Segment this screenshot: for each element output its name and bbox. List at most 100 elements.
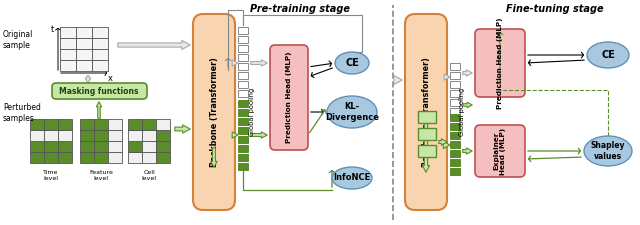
Bar: [238, 72, 248, 79]
Bar: [238, 127, 248, 134]
Text: Masking functions: Masking functions: [60, 86, 139, 95]
Bar: [450, 72, 460, 79]
Bar: [450, 63, 460, 70]
Text: Prediction Head (MLP): Prediction Head (MLP): [497, 17, 503, 109]
FancyBboxPatch shape: [193, 14, 235, 210]
Bar: [142, 119, 156, 130]
FancyBboxPatch shape: [475, 125, 525, 177]
Text: x: x: [108, 74, 113, 83]
Bar: [30, 119, 44, 130]
Bar: [108, 152, 122, 163]
Bar: [450, 99, 460, 106]
Bar: [238, 118, 248, 125]
Bar: [238, 109, 248, 116]
Bar: [238, 63, 248, 70]
Text: Original
sample: Original sample: [3, 30, 33, 50]
Text: Time
level: Time level: [44, 170, 59, 181]
Bar: [156, 141, 170, 152]
Text: Pre-training stage: Pre-training stage: [250, 4, 350, 14]
Bar: [156, 130, 170, 141]
Bar: [76, 60, 92, 71]
Text: CE: CE: [601, 50, 615, 60]
Bar: [108, 141, 122, 152]
Bar: [128, 119, 142, 130]
Bar: [156, 119, 170, 130]
Text: Global pooling: Global pooling: [459, 88, 465, 136]
Bar: [80, 152, 94, 163]
FancyBboxPatch shape: [52, 83, 147, 99]
Bar: [44, 152, 58, 163]
Text: Shapley
values: Shapley values: [591, 141, 625, 161]
Bar: [238, 163, 248, 170]
FancyBboxPatch shape: [270, 45, 308, 150]
Ellipse shape: [327, 96, 377, 128]
Bar: [450, 90, 460, 97]
Bar: [94, 119, 108, 130]
Bar: [238, 36, 248, 43]
Text: CE: CE: [345, 58, 359, 68]
Text: Global pooling: Global pooling: [249, 88, 255, 136]
Text: Prediction Head (MLP): Prediction Head (MLP): [286, 52, 292, 143]
Bar: [76, 27, 92, 38]
Text: t: t: [51, 25, 54, 34]
Ellipse shape: [587, 42, 629, 68]
Text: Feature
level: Feature level: [89, 170, 113, 181]
Bar: [450, 168, 460, 175]
Text: Cell
level: Cell level: [141, 170, 157, 181]
Bar: [238, 81, 248, 88]
Bar: [76, 49, 92, 60]
Bar: [30, 152, 44, 163]
Bar: [58, 119, 72, 130]
Bar: [108, 119, 122, 130]
Bar: [80, 119, 94, 130]
Bar: [92, 49, 108, 60]
Bar: [142, 141, 156, 152]
Text: Fine-tuning stage: Fine-tuning stage: [506, 4, 604, 14]
Bar: [92, 38, 108, 49]
Bar: [60, 49, 76, 60]
Bar: [80, 141, 94, 152]
Bar: [44, 119, 58, 130]
Bar: [76, 38, 92, 49]
Bar: [418, 128, 436, 140]
Bar: [450, 150, 460, 157]
Bar: [418, 145, 436, 157]
Bar: [450, 132, 460, 139]
Bar: [128, 130, 142, 141]
Bar: [94, 130, 108, 141]
Bar: [238, 54, 248, 61]
Bar: [80, 130, 94, 141]
Bar: [108, 130, 122, 141]
Bar: [238, 136, 248, 143]
Bar: [30, 130, 44, 141]
Text: InfoNCE: InfoNCE: [333, 173, 371, 182]
Bar: [60, 27, 76, 38]
Bar: [128, 141, 142, 152]
FancyBboxPatch shape: [405, 14, 447, 210]
Text: KL-
Divergence: KL- Divergence: [325, 102, 379, 122]
Bar: [450, 141, 460, 148]
Bar: [30, 141, 44, 152]
Bar: [450, 81, 460, 88]
Text: Backbone (Transformer): Backbone (Transformer): [422, 57, 431, 167]
Bar: [418, 111, 436, 123]
Bar: [156, 152, 170, 163]
Bar: [450, 114, 460, 121]
Bar: [238, 27, 248, 34]
Bar: [94, 152, 108, 163]
Bar: [450, 123, 460, 130]
Bar: [142, 152, 156, 163]
Ellipse shape: [332, 167, 372, 189]
Bar: [142, 130, 156, 141]
Text: Perturbed
samples: Perturbed samples: [3, 103, 41, 123]
Bar: [60, 38, 76, 49]
Ellipse shape: [584, 136, 632, 166]
Bar: [238, 90, 248, 97]
Text: Explainer
Head (MLP): Explainer Head (MLP): [493, 127, 506, 175]
Bar: [44, 130, 58, 141]
Ellipse shape: [335, 52, 369, 74]
Bar: [238, 145, 248, 152]
FancyBboxPatch shape: [475, 29, 525, 97]
Bar: [238, 154, 248, 161]
Bar: [92, 27, 108, 38]
